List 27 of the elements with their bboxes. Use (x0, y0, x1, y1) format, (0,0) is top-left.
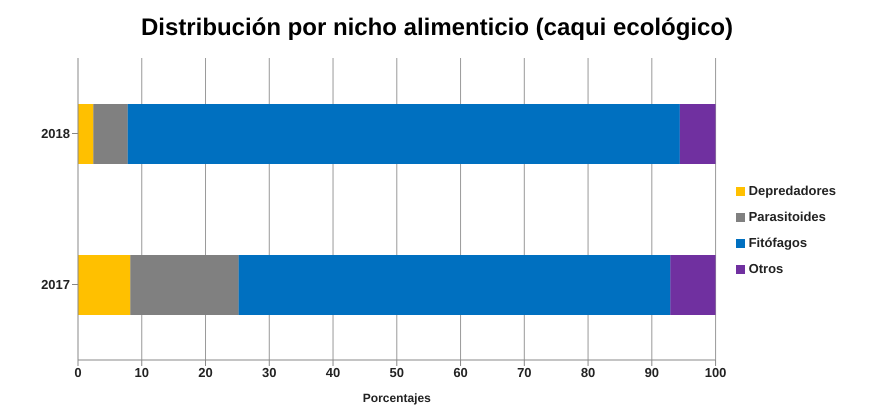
x-tick-label: 20 (198, 365, 213, 380)
x-tick-label: 0 (74, 365, 82, 380)
legend-label: Parasitoides (748, 209, 826, 224)
x-tick-label: 60 (453, 365, 468, 380)
y-tick-label: 2017 (41, 277, 70, 292)
x-tick-label: 30 (262, 365, 277, 380)
legend-label: Depredadores (748, 183, 836, 198)
bar (93, 104, 128, 164)
x-tick-label: 10 (134, 365, 149, 380)
y-tick-label: 2018 (41, 126, 70, 142)
legend-label: Fitófagos (748, 235, 808, 250)
bar (670, 255, 716, 315)
legend-label: Otros (748, 261, 784, 276)
chart-title: Distribución por nicho alimenticio (caqui ecológico) (140, 13, 734, 43)
x-axis-title: Porcentajes (362, 391, 432, 405)
x-tick-label: 80 (580, 365, 596, 380)
bar (238, 255, 670, 315)
bar (680, 104, 716, 164)
bar (128, 104, 680, 164)
x-tick-label: 40 (326, 365, 340, 380)
x-tick-label: 90 (644, 365, 660, 380)
x-tick-label: 50 (390, 365, 404, 380)
bar (78, 104, 94, 164)
x-tick-label: 100 (704, 365, 726, 380)
bar (78, 255, 130, 315)
x-tick-label: 70 (517, 365, 532, 380)
bar (130, 255, 239, 315)
